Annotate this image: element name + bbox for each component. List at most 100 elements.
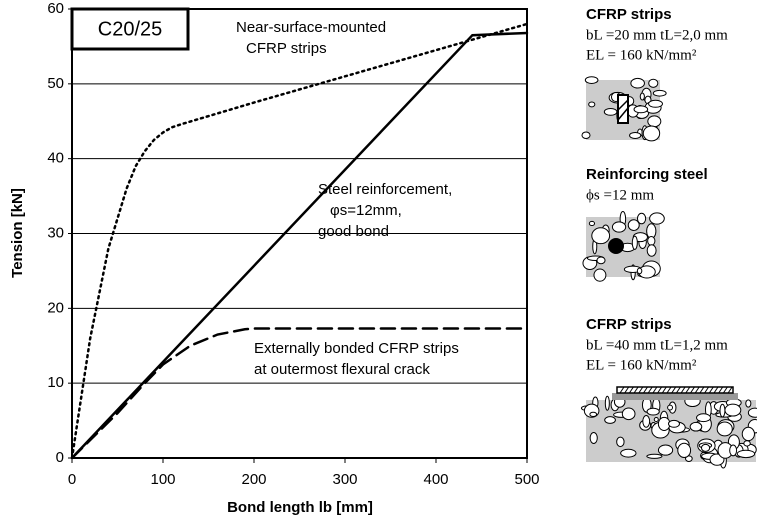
panel-text: bL =20 mm tL=2,0 mm (586, 27, 728, 43)
panel-title: CFRP strips (586, 6, 672, 23)
annotation: φs=12mm, (330, 202, 402, 219)
annotation: Steel reinforcement, (318, 181, 452, 198)
strip-hatch (675, 386, 681, 394)
aggregate (741, 426, 755, 442)
aggregate (631, 235, 638, 250)
aggregate (591, 227, 611, 245)
aggregate (589, 432, 598, 445)
aggregate (696, 413, 712, 423)
strip-hatch (657, 386, 663, 394)
panel-text: ϕs =12 mm (586, 187, 654, 203)
strip-hatch (617, 99, 629, 121)
aggregate (636, 267, 643, 275)
aggregate (648, 78, 659, 88)
aggregate (700, 443, 711, 452)
aggregate (642, 125, 661, 142)
aggregate (588, 220, 596, 227)
panel-text: bL =40 mm tL=1,2 mm (586, 337, 728, 353)
aggregate (611, 221, 627, 233)
strip-hatch (685, 386, 691, 394)
aggregate (646, 244, 657, 257)
y-tick-label: 10 (47, 374, 64, 391)
y-tick-label: 0 (56, 449, 64, 466)
aggregate (729, 444, 738, 457)
annotation: Externally bonded CFRP strips (254, 340, 459, 357)
data-line (70, 22, 529, 460)
aggregate (589, 411, 598, 418)
aggregate (667, 404, 674, 411)
x-tick-label: 300 (332, 471, 357, 488)
panel-title: Reinforcing steel (586, 166, 708, 183)
aggregate (647, 235, 656, 246)
strip-hatch (624, 386, 630, 394)
strip-hatch (727, 386, 733, 394)
aggregate (743, 440, 751, 447)
x-axis-label: Bond length lb [mm] (227, 499, 373, 516)
rebar (608, 238, 624, 254)
strip-hatch (690, 386, 695, 394)
adhesive (612, 393, 738, 400)
y-tick-label: 40 (47, 150, 64, 167)
aggregate (629, 131, 642, 139)
y-tick-label: 30 (47, 224, 64, 241)
panel-text: EL = 160 kN/mm² (586, 357, 697, 373)
strip-hatch (694, 386, 700, 394)
strip-hatch (652, 386, 658, 394)
strip-hatch (699, 386, 705, 394)
aggregate (653, 416, 659, 423)
aggregate (636, 212, 647, 225)
annotation: Near-surface-mounted (236, 19, 386, 36)
aggregate (633, 105, 649, 114)
y-axis-label: Tension [kN] (9, 188, 26, 278)
strip (616, 386, 734, 394)
strip-hatch (661, 386, 667, 394)
aggregate (657, 444, 674, 456)
annotation: good bond (318, 223, 389, 240)
strip-hatch (647, 386, 653, 394)
x-tick-label: 400 (423, 471, 448, 488)
strip-hatch (643, 386, 648, 394)
aggregate (719, 403, 726, 418)
aggregate (604, 395, 610, 411)
y-tick-label: 50 (47, 75, 64, 92)
strip-hatch (671, 386, 677, 394)
aggregate (604, 416, 616, 424)
strip-hatch (680, 386, 686, 394)
panel-title: CFRP strips (586, 316, 672, 333)
annotation: at outermost flexural crack (254, 361, 430, 378)
aggregate (639, 92, 645, 101)
aggregate (603, 108, 618, 116)
aggregate (677, 442, 692, 458)
x-tick-label: 0 (68, 471, 76, 488)
x-tick-label: 200 (241, 471, 266, 488)
label-box (70, 7, 190, 51)
aggregate (593, 268, 607, 282)
aggregate (649, 212, 665, 225)
strip-hatch (619, 386, 625, 394)
aggregate (652, 89, 667, 97)
strip-hatch (722, 386, 728, 394)
aggregate (646, 407, 660, 416)
aggregate (620, 448, 637, 458)
aggregate (667, 419, 680, 428)
y-tick-label: 60 (47, 0, 64, 17)
annotation: CFRP strips (246, 40, 327, 57)
aggregate (588, 101, 596, 108)
aggregate (745, 399, 752, 408)
strip-hatch (628, 386, 634, 394)
aggregate (647, 115, 662, 128)
aggregate (689, 421, 703, 432)
x-tick-label: 500 (514, 471, 539, 488)
aggregate (646, 453, 663, 459)
aggregate (642, 415, 651, 428)
panel-text: EL = 160 kN/mm² (586, 47, 697, 63)
aggregate (736, 449, 756, 459)
aggregate (630, 77, 645, 89)
strip-hatch (666, 386, 672, 394)
aggregate (584, 76, 599, 84)
aggregate (747, 407, 757, 418)
plot-frame (71, 8, 528, 459)
strip-hatch (713, 386, 719, 394)
concrete-label: C20/25 (98, 18, 163, 40)
